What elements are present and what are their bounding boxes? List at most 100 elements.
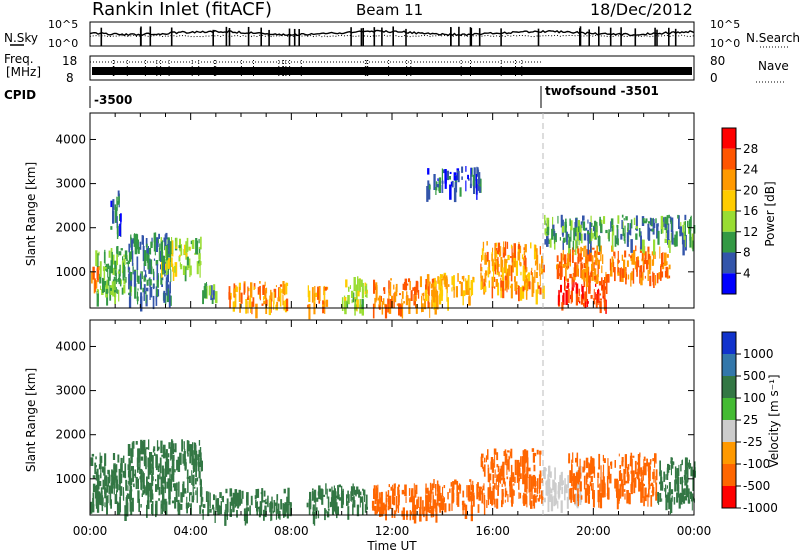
power-cell <box>103 267 106 281</box>
power-cell <box>150 259 153 268</box>
power-cell <box>378 304 381 310</box>
nsearch-label: N.Search <box>746 31 800 45</box>
power-cell <box>539 263 541 277</box>
velocity-cell <box>602 464 605 480</box>
velocity-cell <box>670 489 674 495</box>
power-cell <box>132 238 135 244</box>
velocity-cell <box>92 498 94 511</box>
power-cell <box>586 249 588 264</box>
x-tick-label: 20:00 <box>576 524 611 538</box>
velocity-cell <box>642 469 644 476</box>
power-cell <box>642 239 645 254</box>
power-cell <box>523 251 526 255</box>
power-cell <box>521 285 525 299</box>
velocity-cell <box>100 487 103 495</box>
power-cell <box>250 282 253 298</box>
velocity-cell <box>512 472 515 482</box>
power-cell <box>556 264 558 270</box>
velocity-cell <box>406 510 409 517</box>
power-cell <box>667 230 670 245</box>
velocity-cell <box>524 476 527 493</box>
velocity-cell <box>659 493 662 502</box>
velocity-cell <box>325 483 327 495</box>
velocity-cell <box>557 490 559 495</box>
velocity-cell <box>558 482 560 492</box>
velocity-cell <box>352 500 356 508</box>
velocity-cell <box>670 457 673 463</box>
velocity-cell <box>607 493 610 500</box>
power-cell <box>624 238 626 244</box>
power-cell <box>446 287 448 302</box>
velocity-cell <box>261 488 264 503</box>
velocity-cell <box>94 462 97 474</box>
power-cell <box>525 284 528 300</box>
velocity-cell <box>263 490 266 497</box>
power-cell <box>94 278 96 292</box>
power-cell <box>633 249 636 265</box>
velocity-cell <box>559 476 561 484</box>
power-cell <box>440 292 443 301</box>
velocity-cell <box>487 449 489 460</box>
power-cell <box>416 281 419 293</box>
power-cell <box>435 281 437 286</box>
velocity-cell <box>108 485 111 494</box>
velocity-cell <box>209 492 211 508</box>
velocity-cell <box>683 496 686 504</box>
power-cell <box>542 285 545 299</box>
velocity-cell <box>276 494 278 506</box>
power-cell <box>323 285 325 302</box>
velocity-cell <box>501 483 503 487</box>
power-cell <box>517 244 521 250</box>
velocity-cell <box>409 499 411 503</box>
power-cell <box>488 272 491 275</box>
power-cell <box>116 216 118 229</box>
power-cell <box>500 277 502 281</box>
velocity-cell <box>514 476 516 484</box>
power-cell <box>142 246 145 262</box>
power-cell <box>510 265 513 282</box>
power-cell <box>184 266 187 282</box>
power-cell <box>671 231 674 245</box>
velocity-cell <box>168 496 171 505</box>
power-cell <box>565 231 567 242</box>
power-cell <box>592 247 595 250</box>
velocity-cell <box>186 440 190 452</box>
velocity-cell <box>161 486 164 490</box>
velocity-cell <box>536 494 538 497</box>
velocity-cell <box>691 499 693 511</box>
power-cell <box>437 276 440 284</box>
velocity-cell <box>679 493 683 504</box>
power-cell <box>559 237 561 241</box>
velocity-cell <box>182 453 184 464</box>
velocity-cell <box>623 476 626 486</box>
power-cell <box>491 258 494 267</box>
velocity-cell <box>99 457 102 469</box>
power-cell <box>578 288 580 297</box>
power-cell <box>491 276 494 289</box>
power-cell <box>268 299 271 316</box>
velocity-cell <box>337 494 340 500</box>
velocity-cell <box>219 505 222 515</box>
power-cell <box>179 254 181 257</box>
power-cell <box>504 275 507 281</box>
velocity-cell <box>654 454 656 459</box>
velocity-cell <box>189 492 192 496</box>
velocity-cell <box>213 507 215 516</box>
velocity-cell <box>539 470 542 477</box>
velocity-cell <box>226 498 229 513</box>
velocity-cell <box>193 463 196 472</box>
power-cell <box>118 289 120 302</box>
velocity-cell <box>682 489 684 502</box>
velocity-cell <box>264 505 267 518</box>
velocity-cell <box>272 510 274 514</box>
velocity-cell <box>119 486 123 496</box>
velocity-cell <box>365 494 368 510</box>
power-cell <box>378 295 381 306</box>
power-cell <box>614 267 616 282</box>
velocity-cell <box>681 459 683 464</box>
velocity-cell <box>510 448 513 459</box>
power-cell <box>251 301 254 306</box>
power-cell <box>642 218 645 224</box>
velocity-cell <box>246 502 248 510</box>
